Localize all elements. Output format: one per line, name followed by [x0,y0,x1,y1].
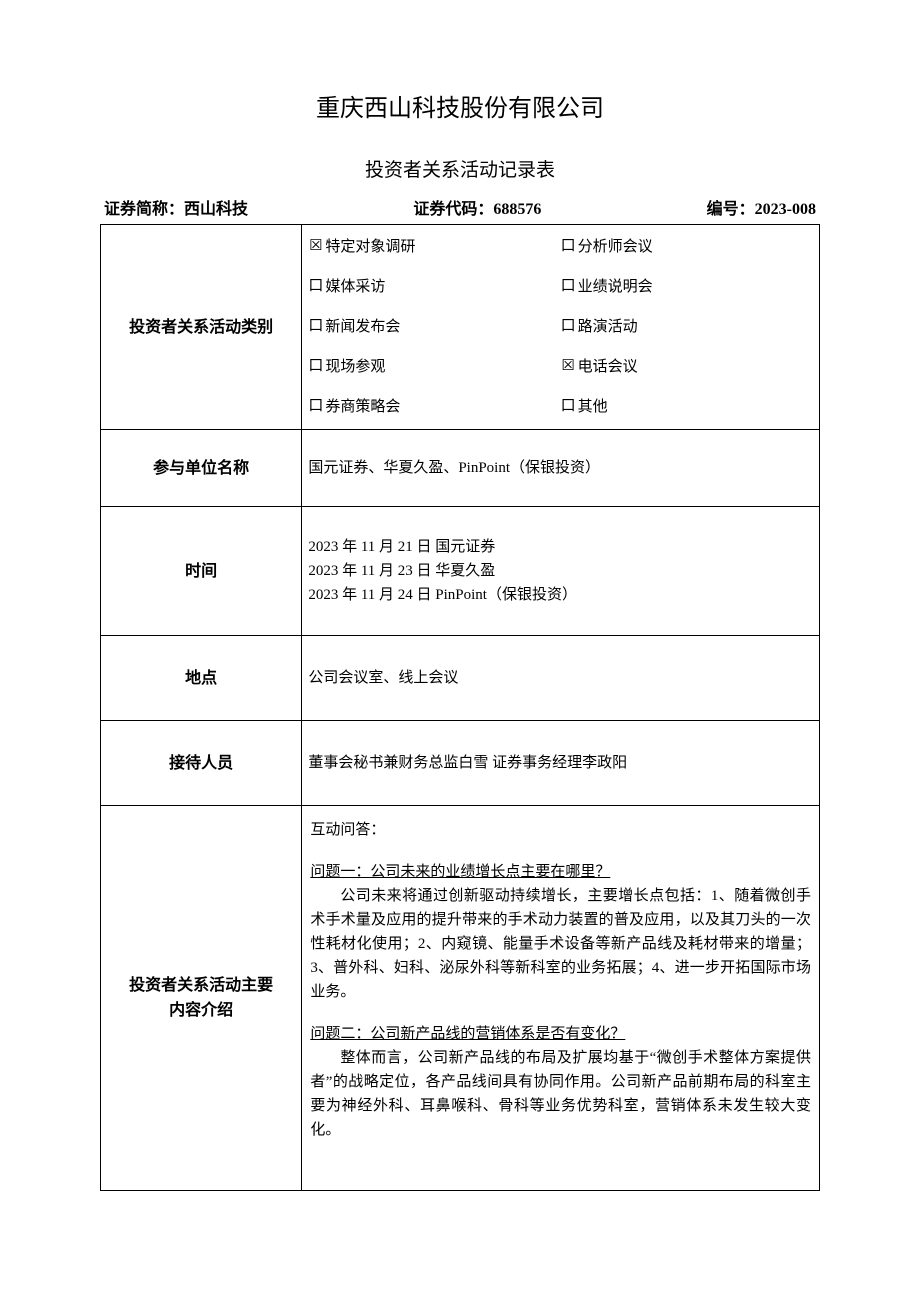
category-content-cell: ☒特定对象调研口分析师会议口媒体采访口业绩说明会口新闻发布会口路演活动口现场参观… [302,225,820,430]
qa-content-cell: 互动问答： 问题一：公司未来的业绩增长点主要在哪里？ 公司未来将通过创新驱动持续… [302,806,820,1191]
content-label-line1: 投资者关系活动主要 [107,973,295,999]
category-item: 口业绩说明会 [561,275,813,299]
answer-2: 整体而言，公司新产品线的布局及扩展均基于“微创手术整体方案提供者”的战略定位，各… [310,1046,811,1142]
checkbox-unchecked-icon: 口 [308,360,323,375]
category-item: 口现场参观 [308,355,560,379]
header-info-row: 证券简称：西山科技 证券代码：688576 编号：2023-008 [100,197,820,223]
checkbox-unchecked-icon: 口 [308,400,323,415]
participants-value-cell: 国元证券、华夏久盈、PinPoint（保银投资） [302,430,820,507]
answer-1: 公司未来将通过创新驱动持续增长，主要增长点包括：1、随着微创手术手术量及应用的提… [310,884,811,1004]
table-row: 投资者关系活动主要 内容介绍 互动问答： 问题一：公司未来的业绩增长点主要在哪里… [101,806,820,1191]
category-item: 口其他 [561,395,813,419]
time-value-cell: 2023 年 11 月 21 日 国元证券 2023 年 11 月 23 日 华… [302,507,820,636]
table-row: 时间 2023 年 11 月 21 日 国元证券 2023 年 11 月 23 … [101,507,820,636]
category-label: 电话会议 [578,355,638,379]
category-label: 特定对象调研 [325,235,415,259]
category-item: ☒特定对象调研 [308,235,560,259]
category-label: 业绩说明会 [578,275,653,299]
table-row: 接待人员 董事会秘书兼财务总监白雪 证券事务经理李政阳 [101,721,820,806]
time-line: 2023 年 11 月 24 日 PinPoint（保银投资） [308,583,813,607]
checkbox-checked-icon: ☒ [561,360,576,375]
short-name-value: 西山科技 [184,201,248,218]
category-item: 口分析师会议 [561,235,813,259]
checkbox-unchecked-icon: 口 [561,240,576,255]
category-label: 券商策略会 [325,395,400,419]
short-name-field: 证券简称：西山科技 [104,197,248,223]
category-item: 口媒体采访 [308,275,560,299]
category-label: 路演活动 [578,315,638,339]
qa-section: 互动问答： 问题一：公司未来的业绩增长点主要在哪里？ 公司未来将通过创新驱动持续… [308,814,813,1182]
table-row: 投资者关系活动类别 ☒特定对象调研口分析师会议口媒体采访口业绩说明会口新闻发布会… [101,225,820,430]
short-name-label: 证券简称： [104,201,184,218]
code-label: 证券代码： [413,201,493,218]
qa-section-title: 互动问答： [310,818,811,842]
content-label-cell: 投资者关系活动主要 内容介绍 [101,806,302,1191]
main-table: 投资者关系活动类别 ☒特定对象调研口分析师会议口媒体采访口业绩说明会口新闻发布会… [100,224,820,1191]
category-item: ☒电话会议 [561,355,813,379]
category-label: 分析师会议 [578,235,653,259]
staff-value-cell: 董事会秘书兼财务总监白雪 证券事务经理李政阳 [302,721,820,806]
checkbox-unchecked-icon: 口 [308,320,323,335]
serial-label: 编号： [707,201,755,218]
category-label: 媒体采访 [325,275,385,299]
category-item: 口券商策略会 [308,395,560,419]
serial-field: 编号：2023-008 [707,197,816,223]
category-item: 口新闻发布会 [308,315,560,339]
table-row: 地点 公司会议室、线上会议 [101,636,820,721]
content-label-line2: 内容介绍 [107,998,295,1024]
category-label: 其他 [578,395,608,419]
checkbox-unchecked-icon: 口 [561,280,576,295]
table-row: 参与单位名称 国元证券、华夏久盈、PinPoint（保银投资） [101,430,820,507]
location-label-cell: 地点 [101,636,302,721]
document-title: 投资者关系活动记录表 [100,156,820,186]
time-line: 2023 年 11 月 21 日 国元证券 [308,535,813,559]
category-label: 现场参观 [325,355,385,379]
code-value: 688576 [493,201,541,218]
time-line: 2023 年 11 月 23 日 华夏久盈 [308,559,813,583]
checkbox-unchecked-icon: 口 [561,320,576,335]
code-field: 证券代码：688576 [413,197,541,223]
checkbox-unchecked-icon: 口 [308,280,323,295]
category-label: 新闻发布会 [325,315,400,339]
location-value-cell: 公司会议室、线上会议 [302,636,820,721]
checkbox-checked-icon: ☒ [308,240,323,255]
question-2: 问题二：公司新产品线的营销体系是否有变化？ [310,1022,811,1046]
question-1: 问题一：公司未来的业绩增长点主要在哪里？ [310,860,811,884]
serial-value: 2023-008 [755,201,816,218]
participants-label-cell: 参与单位名称 [101,430,302,507]
company-name: 重庆西山科技股份有限公司 [100,90,820,128]
staff-label-cell: 接待人员 [101,721,302,806]
category-item: 口路演活动 [561,315,813,339]
category-label-cell: 投资者关系活动类别 [101,225,302,430]
time-label-cell: 时间 [101,507,302,636]
checkbox-unchecked-icon: 口 [561,400,576,415]
category-grid: ☒特定对象调研口分析师会议口媒体采访口业绩说明会口新闻发布会口路演活动口现场参观… [308,233,813,421]
